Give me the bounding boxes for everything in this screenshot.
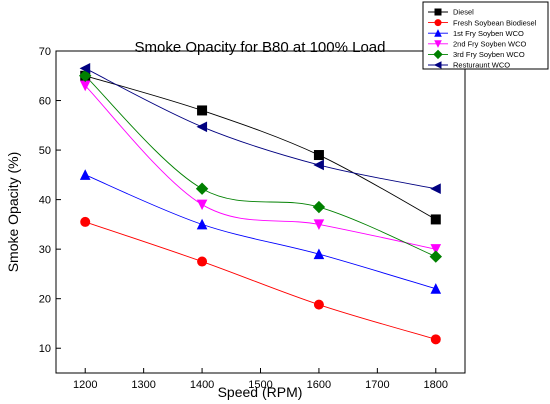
- data-point-series-1: [313, 299, 324, 310]
- x-axis-label: Speed (RPM): [218, 384, 303, 400]
- legend-marker-1: [434, 19, 442, 27]
- data-point-series-4: [79, 69, 92, 82]
- y-tick-label: 40: [39, 195, 51, 207]
- x-tick-label: 1800: [424, 379, 448, 391]
- data-point-series-1: [80, 216, 91, 227]
- data-point-series-0: [197, 105, 208, 116]
- data-point-series-3: [196, 199, 208, 211]
- y-tick-label: 30: [39, 244, 51, 256]
- data-point-series-3: [313, 219, 325, 231]
- x-tick-label: 1500: [248, 379, 272, 391]
- x-tick-label: 1600: [307, 379, 331, 391]
- data-point-series-5: [79, 63, 91, 74]
- series-line-1: [85, 221, 436, 340]
- series-line-3: [84, 85, 436, 250]
- data-point-series-2: [196, 218, 208, 230]
- y-tick-label: 70: [39, 46, 51, 58]
- legend-marker-5: [433, 61, 442, 69]
- legend-label-5: Resturaunt WCO: [453, 61, 510, 70]
- legend-label-2: 1st Fry Soyben WCO: [453, 29, 524, 38]
- data-point-series-5: [196, 121, 208, 133]
- data-point-series-1: [430, 334, 441, 345]
- data-point-series-2: [79, 169, 91, 180]
- series-line-0: [85, 75, 437, 220]
- y-tick-label: 10: [39, 343, 51, 355]
- legend-label-4: 3rd Fry Soyben WCO: [453, 50, 525, 59]
- y-tick-label: 60: [39, 96, 51, 108]
- data-point-series-3: [430, 244, 442, 255]
- x-tick-label: 1700: [365, 379, 389, 391]
- series-line-2: [85, 174, 436, 290]
- series-line-4: [84, 75, 436, 257]
- x-tick-label: 1400: [190, 379, 214, 391]
- x-tick-label: 1300: [131, 379, 155, 391]
- x-tick-label: 1200: [73, 379, 97, 391]
- y-axis-label: Smoke Opacity (%): [5, 152, 21, 273]
- legend-label-3: 2nd Fry Soyben WCO: [453, 40, 527, 49]
- legend-marker-0: [434, 8, 442, 16]
- data-point-series-4: [312, 200, 326, 214]
- legend-marker-3: [434, 40, 442, 48]
- data-point-series-2: [430, 283, 442, 294]
- series-line-5: [85, 67, 436, 190]
- y-tick-label: 50: [39, 145, 51, 157]
- legend-marker-4: [433, 49, 443, 60]
- data-point-series-0: [430, 214, 441, 225]
- data-point-series-4: [429, 250, 442, 263]
- data-point-series-1: [197, 256, 208, 267]
- data-point-series-2: [313, 248, 325, 260]
- data-point-series-0: [313, 150, 324, 161]
- data-point-series-4: [195, 182, 209, 195]
- plot-frame: [55, 50, 466, 374]
- legend-marker-2: [434, 29, 442, 37]
- data-point-series-5: [313, 159, 324, 171]
- legend-label-0: Diesel: [453, 8, 474, 17]
- data-point-series-5: [430, 183, 441, 195]
- legend-box: [422, 1, 549, 70]
- chart-title: Smoke Opacity for B80 at 100% Load: [135, 39, 386, 56]
- y-tick-label: 20: [39, 294, 51, 306]
- legend-label-1: Fresh Soybean Biodiesel: [453, 18, 537, 27]
